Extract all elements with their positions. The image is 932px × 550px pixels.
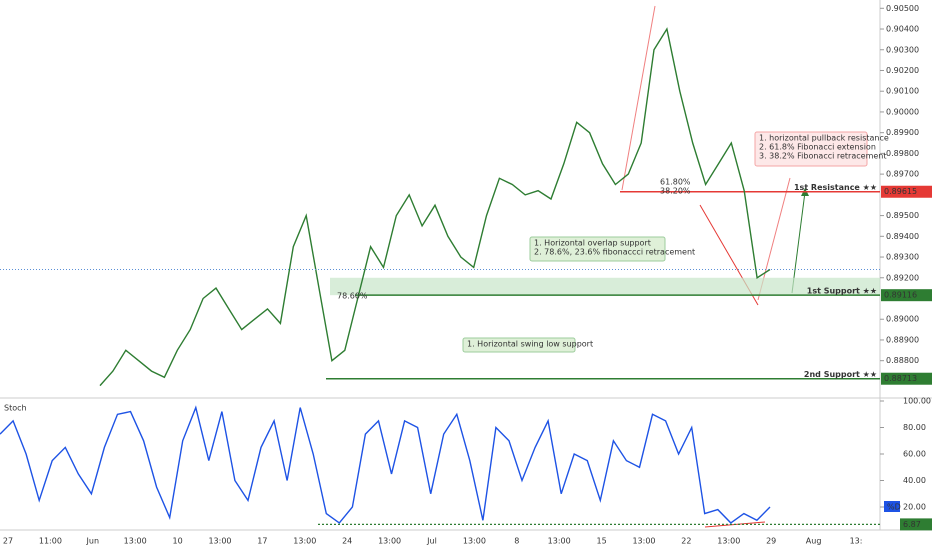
indicator-label: %D (887, 503, 901, 512)
y-tick-label: 40.00 (903, 476, 926, 485)
x-tick-label: 13:00 (124, 537, 147, 546)
level-price: 0.89615 (884, 187, 917, 196)
y-tick-label: 0.90300 (886, 45, 919, 54)
x-tick-label: 8 (514, 537, 519, 546)
y-tick-label: 0.89300 (886, 253, 919, 262)
x-tick-label: Aug (806, 537, 822, 546)
current-value: 6.87 (903, 520, 921, 529)
x-tick-label: Jun (86, 537, 100, 546)
y-tick-label: 0.88800 (886, 356, 919, 365)
x-tick-label: 13:00 (378, 537, 401, 546)
arrow (621, 5, 656, 191)
arrow (791, 191, 806, 294)
pane-title: Stoch (4, 404, 27, 413)
x-tick-label: 13:00 (632, 537, 655, 546)
fib-label: 78.60% (337, 292, 368, 301)
y-tick-label: 60.00 (903, 450, 926, 459)
level-price: 0.89116 (884, 291, 917, 300)
y-tick-label: 0.89700 (886, 170, 919, 179)
annotation-text: 1. horizontal pullback resistance (759, 134, 889, 143)
y-tick-label: 0.89000 (886, 315, 919, 324)
x-tick-label: 27 (3, 537, 13, 546)
y-tick-label: 0.89800 (886, 149, 919, 158)
y-tick-label: 0.88900 (886, 335, 919, 344)
x-tick-label: 17 (257, 537, 267, 546)
annotation-text: 3. 38.2% Fibonacci retracement (759, 152, 887, 161)
level-name: 1st Resistance ★★ (794, 183, 877, 192)
y-tick-label: 0.90000 (886, 107, 919, 116)
x-tick-label: 13:00 (463, 537, 486, 546)
value-box (900, 518, 932, 531)
y-tick-label: 0.90400 (886, 25, 919, 34)
annotation-box (754, 131, 868, 167)
support-zone (330, 277, 880, 296)
x-tick-label: 10 (173, 537, 183, 546)
y-tick-label: 0.90500 (886, 4, 919, 13)
x-tick-label: 15 (597, 537, 607, 546)
y-tick-label: 20.00 (903, 503, 926, 512)
annotation-text: 2. 61.8% Fibonacci extension (759, 143, 876, 152)
level-price-box (881, 372, 932, 385)
x-tick-label: 13:00 (208, 537, 231, 546)
annotation-text: 2. 78.6%, 23.6% fibonaccci retracement (534, 248, 695, 257)
annotation-box (529, 236, 666, 262)
x-tick-label: 29 (766, 537, 776, 546)
x-tick-label: 13:00 (717, 537, 740, 546)
x-tick-label: 24 (342, 537, 352, 546)
x-tick-label: 13:00 (548, 537, 571, 546)
indicator-box (884, 501, 900, 512)
x-tick-label: 13:00 (293, 537, 316, 546)
y-tick-label: 0.89400 (886, 232, 919, 241)
level-name: 1st Support ★★ (807, 287, 877, 296)
level-name: 2nd Support ★★ (804, 370, 877, 379)
x-tick-label: 13: (850, 537, 863, 546)
level-price: 0.88713 (884, 374, 917, 383)
annotation-box (462, 337, 576, 353)
level-price-box (881, 289, 932, 302)
fib-label: 38.20% (660, 187, 691, 196)
level-price-box (881, 185, 932, 198)
x-tick-label: 11:00 (39, 537, 62, 546)
x-tick-label: Jul (426, 537, 437, 546)
price-line (0, 405, 771, 524)
y-tick-label: 0.89200 (886, 273, 919, 282)
annotation-text: 1. Horizontal overlap support (534, 239, 651, 248)
y-tick-label: 0.89500 (886, 211, 919, 220)
fib-label: 61.80% (660, 178, 691, 187)
y-tick-label: 80.00 (903, 423, 926, 432)
annotation-text: 1. Horizontal swing low support (467, 340, 593, 349)
y-tick-label: 0.90200 (886, 66, 919, 75)
price-line (99, 27, 771, 387)
x-tick-label: 22 (681, 537, 691, 546)
y-tick-label: 0.89900 (886, 128, 919, 137)
y-tick-label: 100.00 (903, 397, 931, 406)
y-tick-label: 0.90100 (886, 87, 919, 96)
